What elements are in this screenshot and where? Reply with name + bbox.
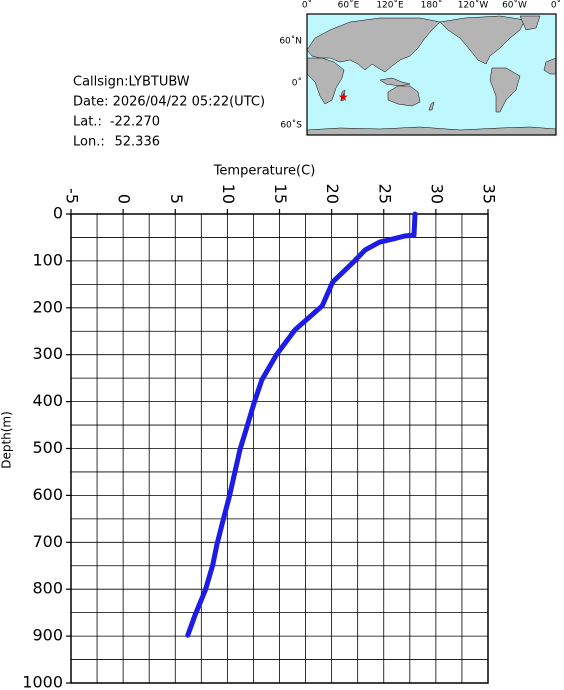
greenland [519,15,541,31]
madagascar [340,89,346,102]
station-info: Lat.: [73,115,102,130]
y-tick-label: 600 [32,485,63,504]
station-info: Lon.: [73,135,105,150]
map-lat-label: 60˚N [279,36,302,47]
new-zealand [428,101,435,111]
station-info: Date: 2026/04/22 05:22(UTC) [73,95,265,110]
temperature-profile [185,211,418,638]
x-tick-label: 35 [480,184,499,204]
y-tick-label: 300 [32,344,63,363]
map-lon-label: 120˚W [458,0,489,11]
antarctica [306,126,557,136]
y-tick-label: 500 [32,438,63,457]
station-info: Callsign:LYBTUBW [73,75,190,90]
australia [387,85,421,107]
indonesia [379,77,411,87]
x-tick-label: 20 [323,184,342,204]
africa [306,57,345,105]
y-tick-label: 700 [32,532,63,551]
y-axis-title: Depth(m) [0,411,14,469]
map-lon-label: 120˚E [376,0,404,11]
world-map [306,13,557,136]
map-lon-label: 0˚ [302,0,312,11]
map-lat-label: 0˚ [292,78,302,89]
south-america [489,67,521,113]
x-tick-label: 0 [115,194,134,204]
eurasia [306,17,441,73]
map-lat-label: 60˚S [280,120,302,131]
y-tick-label: 800 [32,579,63,598]
station-info-value: 52.336 [115,135,161,150]
y-tick-label: 100 [32,250,63,269]
x-tick-label: 15 [271,184,290,204]
y-tick-label: 1000 [22,673,63,690]
x-tick-label: -5 [63,188,82,204]
y-tick-label: 900 [32,626,63,645]
x-tick-label: 30 [427,184,446,204]
y-tick-label: 200 [32,297,63,316]
station-info-value: -22.270 [110,115,160,130]
map-lon-label: 60˚E [338,0,360,11]
map-frame [306,13,557,136]
map-lon-label: 0˚ [551,0,561,11]
map-lon-label: 60˚W [502,0,527,11]
station-marker: ★ [338,90,349,104]
x-axis-title: Temperature(C) [213,164,316,179]
y-tick-label: 400 [32,391,63,410]
x-tick-label: 5 [167,194,186,204]
map-lon-label: 180˚ [421,0,443,11]
x-tick-label: 25 [375,184,394,204]
north-america [439,15,526,65]
y-tick-label: 0 [53,204,63,223]
x-tick-label: 10 [219,184,238,204]
